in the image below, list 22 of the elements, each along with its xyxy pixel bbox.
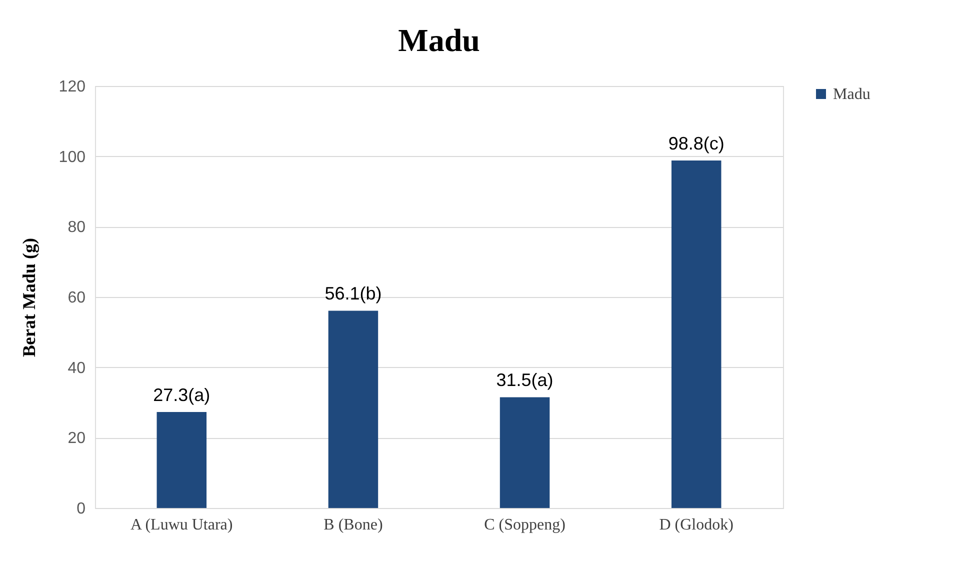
bar: [328, 310, 378, 508]
x-tick-label: C (Soppeng): [484, 516, 566, 534]
bar: [156, 412, 207, 508]
bar: [500, 397, 550, 508]
x-tick-label: D (Glodok): [659, 516, 734, 534]
data-label: 56.1(b): [324, 284, 382, 304]
chart-title: Madu: [398, 22, 480, 58]
y-tick-label: 80: [68, 219, 86, 236]
data-label: 98.8(c): [668, 134, 724, 154]
y-tick-label: 60: [68, 290, 86, 306]
y-tick-label: 0: [76, 500, 86, 518]
y-tick-label: 20: [68, 430, 86, 448]
y-tick-label: 40: [68, 360, 86, 377]
x-tick-label: A (Luwu Utara): [130, 516, 233, 534]
y-axis-title: Berat Madu (g): [18, 238, 39, 357]
legend-label: Madu: [833, 86, 870, 103]
y-tick-label: 100: [58, 148, 86, 166]
y-tick-label: 120: [58, 78, 86, 96]
data-label: 31.5(a): [496, 370, 554, 390]
bar: [671, 160, 722, 508]
data-label: 27.3(a): [153, 384, 210, 405]
x-tick-label: B (Bone): [324, 516, 383, 534]
